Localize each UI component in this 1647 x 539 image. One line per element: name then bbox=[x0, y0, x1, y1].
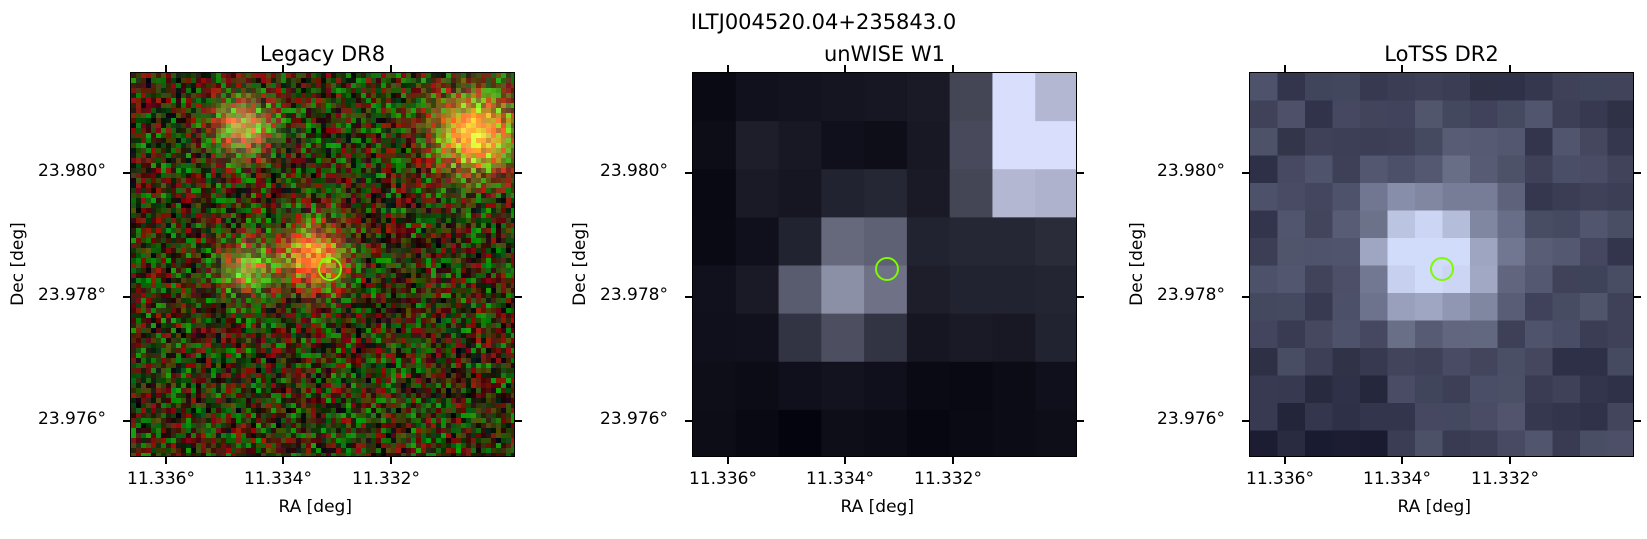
y-tick-mark-right bbox=[1077, 172, 1084, 174]
y-tick-mark bbox=[123, 420, 130, 422]
x-tick-mark-top bbox=[390, 65, 392, 72]
y-tick-mark-right bbox=[1634, 172, 1641, 174]
x-tick-mark bbox=[1401, 457, 1403, 464]
y-tick-mark-right bbox=[1077, 296, 1084, 298]
x-tick-mark bbox=[952, 457, 954, 464]
x-tick-mark bbox=[282, 457, 284, 464]
y-tick-mark-right bbox=[515, 420, 522, 422]
y-tick-label: 23.980° bbox=[1157, 161, 1225, 181]
y-tick-label: 23.980° bbox=[600, 161, 668, 181]
x-tick-label: 11.332° bbox=[914, 469, 982, 489]
y-tick-mark bbox=[1242, 296, 1249, 298]
x-tick-label: 11.334° bbox=[1363, 469, 1431, 489]
x-tick-mark-top bbox=[727, 65, 729, 72]
y-tick-label: 23.978° bbox=[1157, 285, 1225, 305]
y-tick-mark bbox=[1242, 420, 1249, 422]
x-axis-label: RA [deg] bbox=[1397, 497, 1471, 517]
legacy-image bbox=[130, 72, 515, 457]
y-tick-label: 23.978° bbox=[38, 285, 106, 305]
y-tick-mark bbox=[123, 296, 130, 298]
x-axis-label: RA [deg] bbox=[278, 497, 352, 517]
x-tick-mark-top bbox=[165, 65, 167, 72]
y-tick-mark-right bbox=[515, 296, 522, 298]
y-tick-mark-right bbox=[515, 172, 522, 174]
x-tick-mark-top bbox=[1284, 65, 1286, 72]
x-axis-label: RA [deg] bbox=[840, 497, 914, 517]
y-tick-mark bbox=[1242, 172, 1249, 174]
x-tick-mark bbox=[844, 457, 846, 464]
x-tick-mark-top bbox=[952, 65, 954, 72]
y-axis-label: Dec [deg] bbox=[1127, 221, 1147, 306]
x-tick-mark bbox=[727, 457, 729, 464]
y-tick-label: 23.976° bbox=[600, 409, 668, 429]
y-tick-mark bbox=[123, 172, 130, 174]
x-tick-mark bbox=[1284, 457, 1286, 464]
lotss-image bbox=[1249, 72, 1634, 457]
unwise-image bbox=[692, 72, 1077, 457]
panel-title-unwise: unWISE W1 bbox=[824, 42, 945, 66]
x-tick-label: 11.336° bbox=[127, 469, 195, 489]
x-tick-label: 11.332° bbox=[352, 469, 420, 489]
x-tick-mark bbox=[165, 457, 167, 464]
x-tick-mark-top bbox=[1509, 65, 1511, 72]
x-tick-label: 11.336° bbox=[689, 469, 757, 489]
panel-title-lotss: LoTSS DR2 bbox=[1384, 42, 1499, 66]
y-tick-label: 23.980° bbox=[38, 161, 106, 181]
x-tick-mark-top bbox=[1401, 65, 1403, 72]
figure-title: ILTJ004520.04+235843.0 bbox=[690, 10, 957, 34]
x-tick-label: 11.332° bbox=[1471, 469, 1539, 489]
source-marker-circle bbox=[875, 257, 899, 281]
x-tick-mark bbox=[1509, 457, 1511, 464]
y-tick-label: 23.976° bbox=[1157, 409, 1225, 429]
y-axis-label: Dec [deg] bbox=[8, 221, 28, 306]
x-tick-label: 11.334° bbox=[806, 469, 874, 489]
source-marker-circle bbox=[1430, 257, 1454, 281]
x-tick-label: 11.336° bbox=[1246, 469, 1314, 489]
y-tick-label: 23.976° bbox=[38, 409, 106, 429]
x-tick-mark-top bbox=[282, 65, 284, 72]
y-tick-label: 23.978° bbox=[600, 285, 668, 305]
y-tick-mark-right bbox=[1077, 420, 1084, 422]
source-marker-circle bbox=[318, 257, 342, 281]
panel-title-legacy: Legacy DR8 bbox=[259, 42, 386, 66]
y-tick-mark-right bbox=[1634, 420, 1641, 422]
y-axis-label: Dec [deg] bbox=[570, 221, 590, 306]
y-tick-mark bbox=[685, 420, 692, 422]
y-tick-mark bbox=[685, 172, 692, 174]
y-tick-mark bbox=[685, 296, 692, 298]
x-tick-mark-top bbox=[844, 65, 846, 72]
x-tick-label: 11.334° bbox=[244, 469, 312, 489]
x-tick-mark bbox=[390, 457, 392, 464]
y-tick-mark-right bbox=[1634, 296, 1641, 298]
